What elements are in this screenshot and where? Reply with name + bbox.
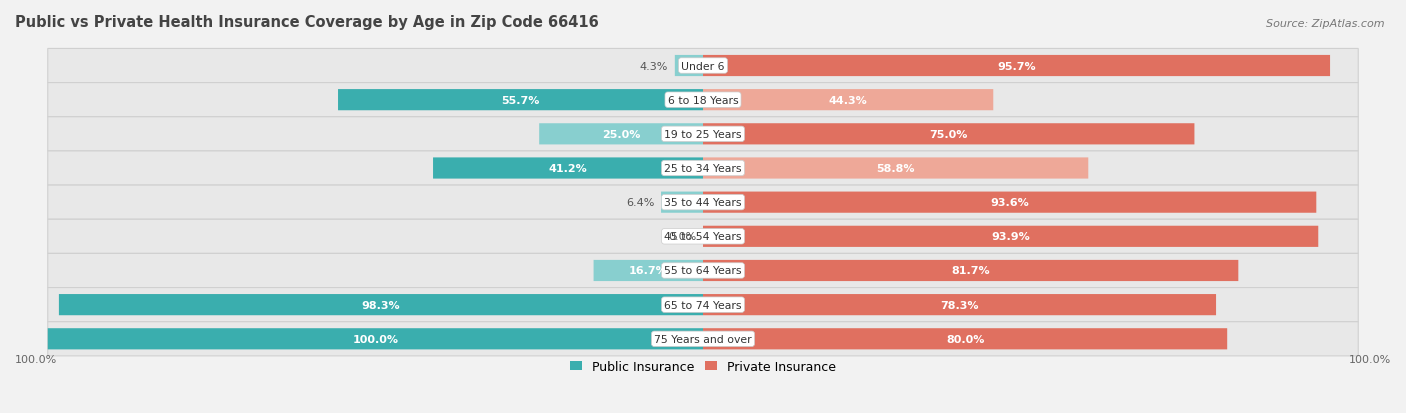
FancyBboxPatch shape [703, 56, 1330, 77]
Text: 19 to 25 Years: 19 to 25 Years [664, 130, 742, 140]
Text: Source: ZipAtlas.com: Source: ZipAtlas.com [1267, 19, 1385, 28]
FancyBboxPatch shape [703, 192, 1316, 213]
FancyBboxPatch shape [48, 220, 1358, 254]
FancyBboxPatch shape [48, 152, 1358, 185]
Text: 75.0%: 75.0% [929, 130, 967, 140]
Text: 80.0%: 80.0% [946, 334, 984, 344]
Text: 65 to 74 Years: 65 to 74 Years [664, 300, 742, 310]
Text: 58.8%: 58.8% [876, 164, 915, 173]
FancyBboxPatch shape [703, 90, 993, 111]
Text: 16.7%: 16.7% [628, 266, 668, 276]
Text: 6.4%: 6.4% [626, 198, 655, 208]
Text: 41.2%: 41.2% [548, 164, 588, 173]
FancyBboxPatch shape [703, 294, 1216, 316]
FancyBboxPatch shape [703, 124, 1195, 145]
Text: 4.3%: 4.3% [640, 62, 668, 71]
FancyBboxPatch shape [59, 294, 703, 316]
FancyBboxPatch shape [675, 56, 703, 77]
FancyBboxPatch shape [703, 158, 1088, 179]
FancyBboxPatch shape [703, 328, 1227, 349]
Text: 78.3%: 78.3% [941, 300, 979, 310]
Text: Under 6: Under 6 [682, 62, 724, 71]
Text: 44.3%: 44.3% [828, 95, 868, 105]
Text: Public vs Private Health Insurance Coverage by Age in Zip Code 66416: Public vs Private Health Insurance Cover… [15, 15, 599, 30]
Text: 100.0%: 100.0% [1348, 354, 1391, 364]
Text: 25.0%: 25.0% [602, 130, 640, 140]
FancyBboxPatch shape [48, 254, 1358, 288]
Text: 93.6%: 93.6% [990, 198, 1029, 208]
FancyBboxPatch shape [661, 192, 703, 213]
FancyBboxPatch shape [593, 260, 703, 281]
Text: 98.3%: 98.3% [361, 300, 401, 310]
FancyBboxPatch shape [48, 322, 1358, 356]
FancyBboxPatch shape [48, 185, 1358, 220]
FancyBboxPatch shape [433, 158, 703, 179]
Text: 100.0%: 100.0% [15, 354, 58, 364]
Text: 93.9%: 93.9% [991, 232, 1031, 242]
Text: 25 to 34 Years: 25 to 34 Years [664, 164, 742, 173]
Text: 6 to 18 Years: 6 to 18 Years [668, 95, 738, 105]
FancyBboxPatch shape [48, 288, 1358, 322]
Text: 45 to 54 Years: 45 to 54 Years [664, 232, 742, 242]
Legend: Public Insurance, Private Insurance: Public Insurance, Private Insurance [565, 355, 841, 378]
FancyBboxPatch shape [48, 49, 1358, 83]
FancyBboxPatch shape [48, 328, 703, 349]
FancyBboxPatch shape [703, 226, 1319, 247]
Text: 100.0%: 100.0% [353, 334, 398, 344]
Text: 55.7%: 55.7% [502, 95, 540, 105]
Text: 95.7%: 95.7% [997, 62, 1036, 71]
Text: 81.7%: 81.7% [952, 266, 990, 276]
Text: 55 to 64 Years: 55 to 64 Years [664, 266, 742, 276]
Text: 75 Years and over: 75 Years and over [654, 334, 752, 344]
Text: 35 to 44 Years: 35 to 44 Years [664, 198, 742, 208]
FancyBboxPatch shape [703, 260, 1239, 281]
FancyBboxPatch shape [538, 124, 703, 145]
FancyBboxPatch shape [48, 117, 1358, 152]
FancyBboxPatch shape [48, 83, 1358, 117]
Text: 0.0%: 0.0% [668, 232, 696, 242]
FancyBboxPatch shape [337, 90, 703, 111]
